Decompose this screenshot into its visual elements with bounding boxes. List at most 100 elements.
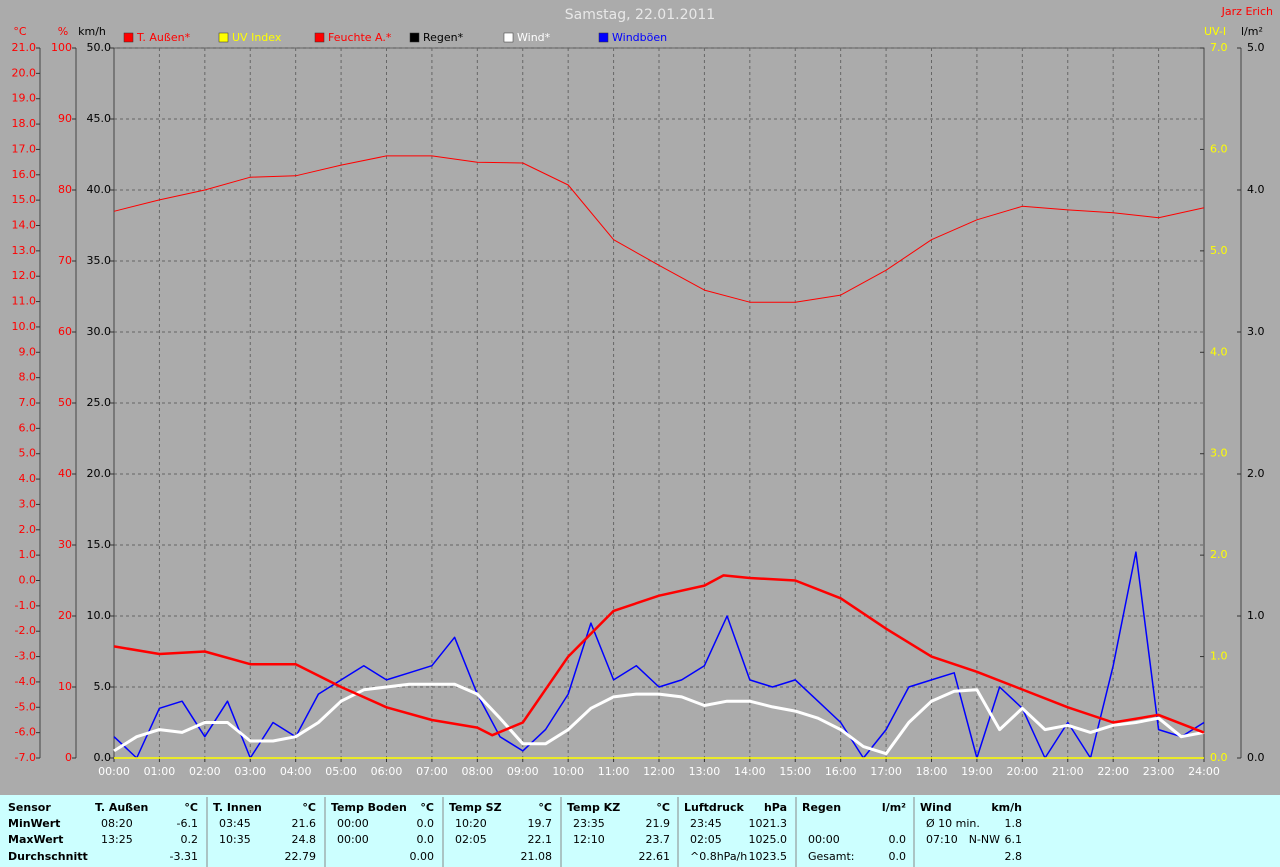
x-tick-label: 01:00 — [144, 765, 176, 778]
y-tick-label: -5.0 — [15, 700, 36, 713]
y-tick-label: 40 — [58, 467, 72, 480]
y-tick-label: 0.0 — [1247, 751, 1265, 764]
table-cell: 6.1 — [1005, 833, 1023, 846]
y-tick-label: 14.0 — [12, 219, 37, 232]
column-unit: °C — [538, 801, 552, 814]
table-cell: 21.9 — [646, 817, 671, 830]
y-tick-label: 20.0 — [12, 66, 37, 79]
row-label: MaxWert — [8, 833, 63, 846]
y-tick-label: 60 — [58, 325, 72, 338]
y-tick-label: 30.0 — [87, 325, 112, 338]
series-line — [113, 574, 1205, 737]
y-tick-label: 0 — [65, 751, 72, 764]
column-unit: km/h — [991, 801, 1022, 814]
y-tick-label: 50.0 — [87, 41, 112, 54]
x-tick-label: 14:00 — [734, 765, 766, 778]
column-header: Luftdruck — [684, 801, 745, 814]
axis-unit: UV-I — [1204, 25, 1226, 38]
table-cell: 19.7 — [528, 817, 553, 830]
chart-title: Samstag, 22.01.2011 — [565, 7, 715, 23]
y-tick-label: 30 — [58, 538, 72, 551]
y-tick-label: 50 — [58, 396, 72, 409]
axes: 00:00 01:00 02:00 03:00 04:00 05:00 06:00 07:00… — [12, 25, 1265, 778]
table-cell: 23:35 — [573, 817, 605, 830]
table-cell: 00:00 — [337, 817, 369, 830]
y-tick-label: 7.0 — [19, 396, 37, 409]
x-tick-label: 12:00 — [643, 765, 675, 778]
x-tick-label: 07:00 — [416, 765, 448, 778]
column-unit: °C — [420, 801, 434, 814]
table-cell: 02:05 — [455, 833, 487, 846]
x-tick-label: 10:00 — [552, 765, 584, 778]
column-header: Regen — [802, 801, 841, 814]
series-line — [113, 155, 1205, 303]
y-tick-label: 15.0 — [87, 538, 112, 551]
legend-swatch — [409, 32, 420, 43]
y-tick-label: -7.0 — [15, 751, 36, 764]
y-tick-label: 12.0 — [12, 269, 37, 282]
x-tick-label: 00:00 — [98, 765, 130, 778]
y-tick-label: 11.0 — [12, 295, 37, 308]
y-tick-label: 17.0 — [12, 142, 37, 155]
x-tick-label: 09:00 — [507, 765, 539, 778]
x-tick-label: 18:00 — [916, 765, 948, 778]
y-tick-label: 6.0 — [19, 421, 37, 434]
y-tick-label: 45.0 — [87, 112, 112, 125]
table-cell: 21.6 — [292, 817, 317, 830]
column-header: Temp SZ — [449, 801, 502, 814]
y-tick-label: 4.0 — [1210, 345, 1228, 358]
column-unit: °C — [302, 801, 316, 814]
x-tick-label: 06:00 — [371, 765, 403, 778]
axis-unit: km/h — [78, 25, 106, 38]
y-tick-label: 3.0 — [1210, 447, 1228, 460]
table-cell: 00:00 — [808, 833, 840, 846]
y-tick-label: 19.0 — [12, 92, 37, 105]
x-tick-label: 13:00 — [689, 765, 721, 778]
table-cell: 03:45 — [219, 817, 251, 830]
legend-label: T. Außen* — [136, 31, 191, 44]
y-tick-label: 35.0 — [87, 254, 112, 267]
y-tick-label: 1.0 — [1210, 650, 1228, 663]
y-tick-label: 18.0 — [12, 117, 37, 130]
table-cell: Ø 10 min. — [926, 817, 980, 830]
y-tick-label: -3.0 — [15, 650, 36, 663]
y-tick-label: 4.0 — [19, 472, 37, 485]
table-cell: 0.0 — [889, 833, 907, 846]
y-tick-label: 3.0 — [1247, 325, 1265, 338]
table-cell: 24.8 — [292, 833, 317, 846]
legend-swatch — [598, 32, 609, 43]
x-tick-label: 23:00 — [1143, 765, 1175, 778]
y-tick-label: 2.0 — [1210, 548, 1228, 561]
y-tick-label: 0.0 — [19, 574, 37, 587]
y-tick-label: 16.0 — [12, 168, 37, 181]
table-cell: 08:20 — [101, 817, 133, 830]
y-tick-label: 15.0 — [12, 193, 37, 206]
y-tick-label: 4.0 — [1247, 183, 1265, 196]
y-tick-label: 0.0 — [94, 751, 112, 764]
column-header: Temp KZ — [567, 801, 620, 814]
y-tick-label: 3.0 — [19, 497, 37, 510]
column-header: Temp Boden — [331, 801, 407, 814]
y-tick-label: 20.0 — [87, 467, 112, 480]
legend-swatch — [314, 32, 325, 43]
column-header: Wind — [920, 801, 952, 814]
y-tick-label: 1.0 — [19, 548, 37, 561]
table-cell: 10:20 — [455, 817, 487, 830]
axis-unit: °C — [13, 25, 27, 38]
table-cell: 1025.0 — [749, 833, 788, 846]
y-tick-label: -4.0 — [15, 675, 36, 688]
x-tick-label: 21:00 — [1052, 765, 1084, 778]
table-cell: 0.2 — [181, 833, 199, 846]
row-label: Sensor — [8, 801, 51, 814]
table-cell: 07:10 — [926, 833, 958, 846]
legend-label: UV Index — [232, 31, 282, 44]
y-tick-label: 7.0 — [1210, 41, 1228, 54]
y-tick-label: 90 — [58, 112, 72, 125]
table-cell: -3.31 — [170, 850, 198, 863]
table-cell: 12:10 — [573, 833, 605, 846]
y-tick-label: 10.0 — [87, 609, 112, 622]
summary-table: Sensor MinWert MaxWert Durchschnitt T. Außen… — [8, 797, 1022, 867]
table-cell: 10:35 — [219, 833, 251, 846]
row-label: MinWert — [8, 817, 60, 830]
y-tick-label: 5.0 — [1210, 244, 1228, 257]
